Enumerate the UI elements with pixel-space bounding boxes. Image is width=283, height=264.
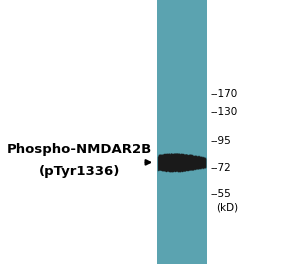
Text: --72: --72: [211, 163, 231, 173]
Text: (kD): (kD): [216, 202, 239, 212]
Text: --55: --55: [211, 189, 231, 199]
Text: --170: --170: [211, 89, 238, 99]
Text: Phospho-NMDAR2B: Phospho-NMDAR2B: [7, 143, 152, 156]
Text: --130: --130: [211, 107, 238, 117]
Text: (pTyr1336): (pTyr1336): [38, 165, 120, 178]
Text: --95: --95: [211, 136, 231, 146]
Bar: [157, 0, 207, 264]
